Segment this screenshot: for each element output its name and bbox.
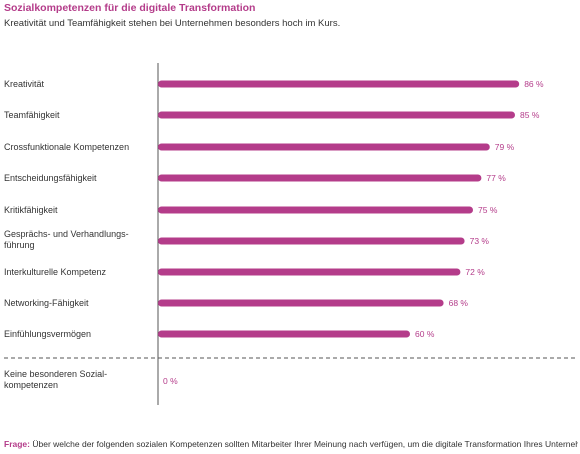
category-label: Gesprächs- und Verhandlungs-führung bbox=[4, 229, 129, 250]
category-label: Kreativität bbox=[4, 79, 45, 89]
category-label: Crossfunktionale Kompetenzen bbox=[4, 142, 129, 152]
value-label: 0 % bbox=[163, 376, 178, 386]
chart-subtitle: Kreativität und Teamfähigkeit stehen bei… bbox=[4, 18, 341, 29]
bar bbox=[158, 268, 461, 276]
bar bbox=[158, 206, 473, 214]
bar bbox=[158, 299, 444, 307]
category-label-line: Einfühlungsvermögen bbox=[4, 329, 91, 339]
value-label: 75 % bbox=[478, 205, 498, 215]
category-label-line: Keine besonderen Sozial- bbox=[4, 369, 107, 379]
category-label-line: führung bbox=[4, 240, 35, 250]
category-label-line: kompetenzen bbox=[4, 380, 58, 390]
bar bbox=[158, 237, 465, 245]
category-label-line: Networking-Fähigkeit bbox=[4, 298, 89, 308]
bar bbox=[158, 174, 482, 182]
bar-chart: Kreativität 86 % Teamfähigkeit 85 % Crossfun… bbox=[4, 63, 576, 405]
category-label: Einfühlungsvermögen bbox=[4, 329, 91, 339]
category-label-line: Kreativität bbox=[4, 79, 45, 89]
chart-title: Sozialkompetenzen für die digitale Trans… bbox=[4, 2, 256, 14]
question-footnote: Frage: Über welche der folgenden soziale… bbox=[4, 439, 578, 449]
category-label-line: Gesprächs- und Verhandlungs- bbox=[4, 229, 129, 239]
category-label-line: Entscheidungsfähigkeit bbox=[4, 173, 97, 183]
category-label-line: Teamfähigkeit bbox=[4, 110, 60, 120]
category-label: Kritikfähigkeit bbox=[4, 205, 58, 215]
category-label-line: Crossfunktionale Kompetenzen bbox=[4, 142, 129, 152]
category-label-line: Kritikfähigkeit bbox=[4, 205, 58, 215]
category-label: Interkulturelle Kompetenz bbox=[4, 267, 107, 277]
value-label: 60 % bbox=[415, 329, 435, 339]
value-label: 68 % bbox=[449, 298, 469, 308]
value-label: 73 % bbox=[470, 236, 490, 246]
bar bbox=[158, 330, 410, 338]
bar bbox=[158, 143, 490, 151]
value-label: 79 % bbox=[495, 142, 515, 152]
bar bbox=[158, 111, 515, 119]
value-label: 86 % bbox=[524, 79, 544, 89]
category-label-line: Interkulturelle Kompetenz bbox=[4, 267, 107, 277]
category-label: Teamfähigkeit bbox=[4, 110, 60, 120]
value-label: 77 % bbox=[486, 173, 506, 183]
category-label: Networking-Fähigkeit bbox=[4, 298, 89, 308]
bar bbox=[158, 80, 520, 88]
category-label: Entscheidungsfähigkeit bbox=[4, 173, 97, 183]
footnote-label: Frage: bbox=[4, 439, 30, 449]
category-label: Keine besonderen Sozial-kompetenzen bbox=[4, 369, 107, 390]
value-label: 85 % bbox=[520, 110, 540, 120]
value-label: 72 % bbox=[465, 267, 485, 277]
footnote-text: Über welche der folgenden sozialen Kompe… bbox=[32, 439, 578, 449]
